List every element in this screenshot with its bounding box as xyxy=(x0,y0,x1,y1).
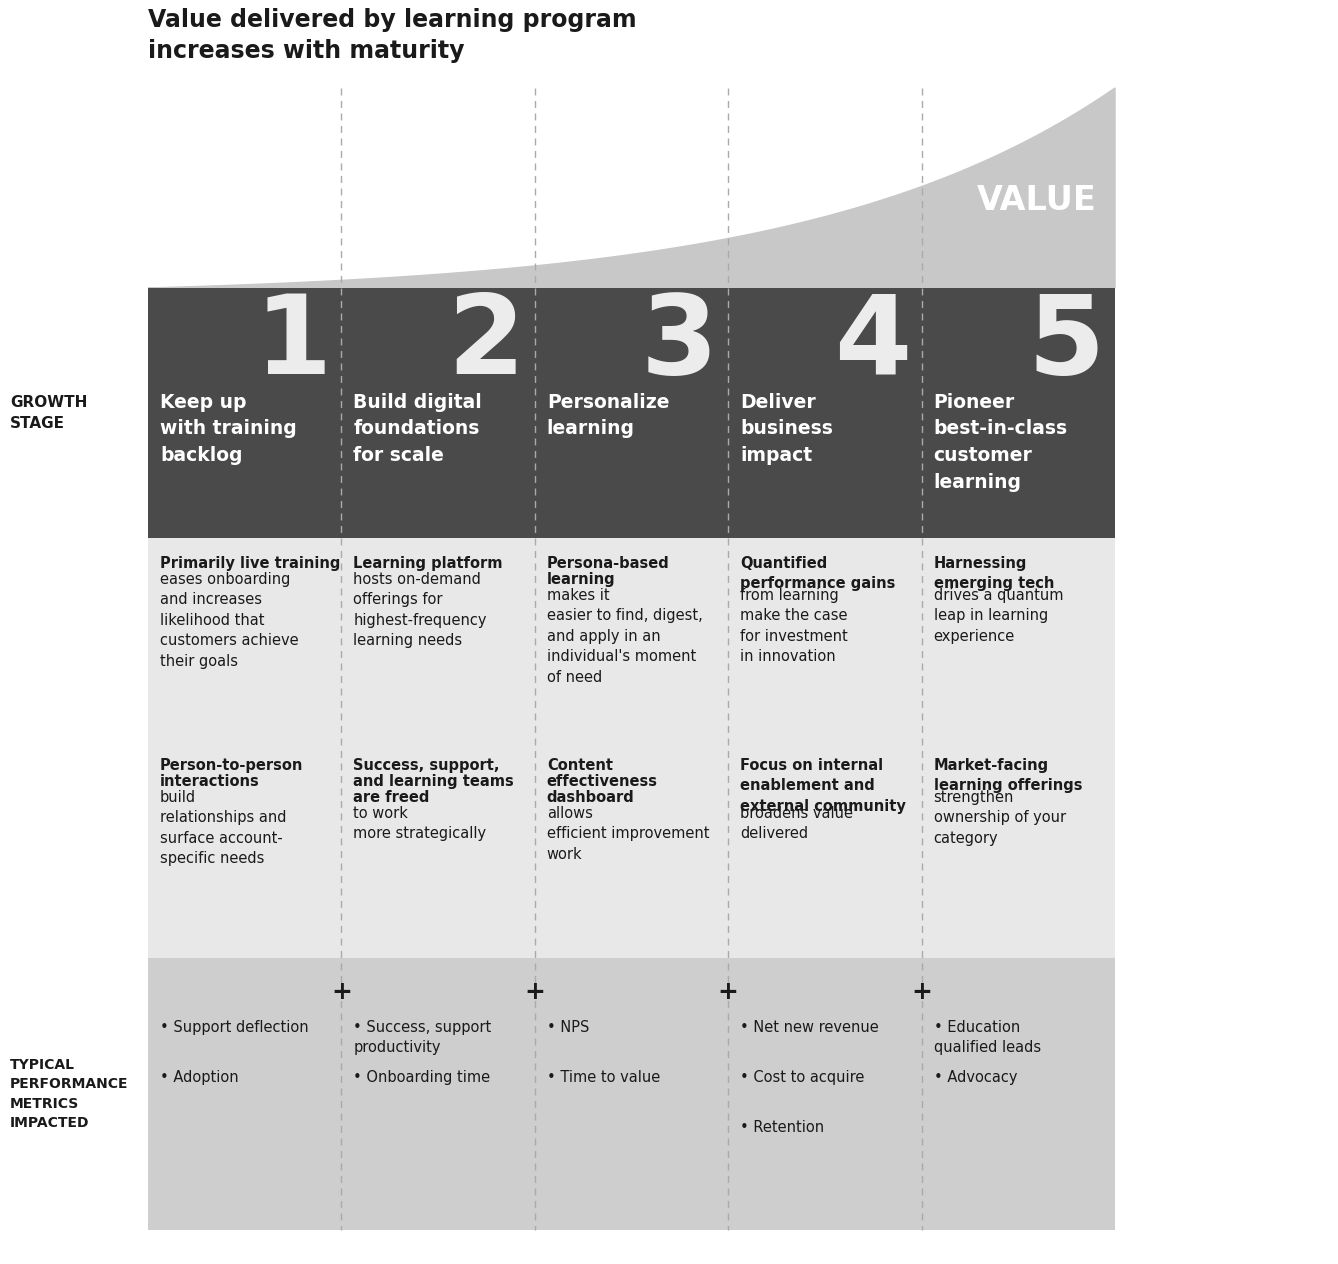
Text: Person-to-person: Person-to-person xyxy=(161,758,304,774)
Text: • Adoption: • Adoption xyxy=(161,1071,238,1085)
Text: Content: Content xyxy=(547,758,613,774)
Text: broadens value
delivered: broadens value delivered xyxy=(740,806,854,842)
Text: Harnessing
emerging tech: Harnessing emerging tech xyxy=(934,556,1054,592)
Text: Keep up
with training
backlog: Keep up with training backlog xyxy=(161,393,297,465)
Text: hosts on-demand
offerings for
highest-frequency
learning needs: hosts on-demand offerings for highest-fr… xyxy=(353,573,487,648)
Text: Deliver
business
impact: Deliver business impact xyxy=(740,393,834,465)
Text: drives a quantum
leap in learning
experience: drives a quantum leap in learning experi… xyxy=(934,588,1064,643)
Text: Pioneer
best-in-class
customer
learning: Pioneer best-in-class customer learning xyxy=(934,393,1068,492)
Text: VALUE: VALUE xyxy=(977,183,1097,216)
Text: Market-facing
learning offerings: Market-facing learning offerings xyxy=(934,758,1082,794)
Bar xyxy=(149,538,1115,958)
Text: • Advocacy: • Advocacy xyxy=(934,1071,1017,1085)
Text: • NPS: • NPS xyxy=(547,1020,589,1035)
Text: allows
efficient improvement
work: allows efficient improvement work xyxy=(547,806,709,862)
Text: dashboard: dashboard xyxy=(547,790,634,805)
Text: Value delivered by learning program
increases with maturity: Value delivered by learning program incr… xyxy=(149,8,637,63)
Text: from learning
make the case
for investment
in innovation: from learning make the case for investme… xyxy=(740,588,848,664)
Text: +: + xyxy=(524,980,546,1004)
Text: Learning platform: Learning platform xyxy=(353,556,503,571)
Text: 1: 1 xyxy=(254,289,332,397)
Text: • Net new revenue: • Net new revenue xyxy=(740,1020,879,1035)
Text: learning: learning xyxy=(547,573,615,586)
Text: Success, support,: Success, support, xyxy=(353,758,500,774)
Text: and learning teams: and learning teams xyxy=(353,774,514,789)
Text: to work
more strategically: to work more strategically xyxy=(353,806,487,842)
Text: are freed: are freed xyxy=(353,790,429,805)
Text: strengthen
ownership of your
category: strengthen ownership of your category xyxy=(934,790,1066,846)
Polygon shape xyxy=(149,88,1115,288)
Text: • Cost to acquire: • Cost to acquire xyxy=(740,1071,864,1085)
Text: Build digital
foundations
for scale: Build digital foundations for scale xyxy=(353,393,482,465)
Bar xyxy=(149,958,1115,1230)
Text: • Support deflection: • Support deflection xyxy=(161,1020,309,1035)
Text: TYPICAL
PERFORMANCE
METRICS
IMPACTED: TYPICAL PERFORMANCE METRICS IMPACTED xyxy=(9,1058,128,1130)
Text: • Education
qualified leads: • Education qualified leads xyxy=(934,1020,1041,1054)
Text: build
relationships and
surface account-
specific needs: build relationships and surface account-… xyxy=(161,790,286,866)
Text: 3: 3 xyxy=(641,289,719,397)
Text: GROWTH
STAGE: GROWTH STAGE xyxy=(9,394,87,431)
Text: 4: 4 xyxy=(835,289,911,397)
Text: • Retention: • Retention xyxy=(740,1120,824,1135)
Text: +: + xyxy=(330,980,352,1004)
Text: • Success, support
productivity: • Success, support productivity xyxy=(353,1020,491,1054)
Text: • Onboarding time: • Onboarding time xyxy=(353,1071,491,1085)
Text: makes it
easier to find, digest,
and apply in an
individual's moment
of need: makes it easier to find, digest, and app… xyxy=(547,588,702,685)
Bar xyxy=(149,288,1115,538)
Text: +: + xyxy=(911,980,933,1004)
Text: interactions: interactions xyxy=(161,774,260,789)
Text: 2: 2 xyxy=(447,289,524,397)
Text: Personalize
learning: Personalize learning xyxy=(547,393,669,439)
Text: +: + xyxy=(717,980,739,1004)
Text: 5: 5 xyxy=(1028,289,1105,397)
Text: Persona-based: Persona-based xyxy=(547,556,669,571)
Text: Quantified
performance gains: Quantified performance gains xyxy=(740,556,895,592)
Text: effectiveness: effectiveness xyxy=(547,774,658,789)
Text: • Time to value: • Time to value xyxy=(547,1071,660,1085)
Text: Primarily live training: Primarily live training xyxy=(161,556,340,571)
Text: eases onboarding
and increases
likelihood that
customers achieve
their goals: eases onboarding and increases likelihoo… xyxy=(161,573,298,669)
Text: Focus on internal
enablement and
external community: Focus on internal enablement and externa… xyxy=(740,758,906,814)
